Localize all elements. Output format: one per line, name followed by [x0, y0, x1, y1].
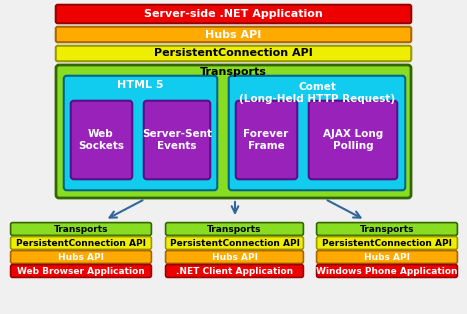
- Text: Server-side .NET Application: Server-side .NET Application: [144, 9, 323, 19]
- FancyBboxPatch shape: [11, 223, 151, 236]
- FancyBboxPatch shape: [56, 65, 411, 198]
- FancyBboxPatch shape: [229, 76, 405, 190]
- FancyBboxPatch shape: [11, 265, 151, 277]
- Text: PersistentConnection API: PersistentConnection API: [322, 239, 452, 247]
- FancyBboxPatch shape: [317, 223, 457, 236]
- Text: Hubs API: Hubs API: [364, 252, 410, 262]
- Text: Hubs API: Hubs API: [205, 30, 262, 40]
- FancyBboxPatch shape: [11, 237, 151, 249]
- FancyBboxPatch shape: [309, 101, 397, 179]
- Text: Web
Sockets: Web Sockets: [78, 129, 124, 151]
- Text: PersistentConnection API: PersistentConnection API: [170, 239, 299, 247]
- FancyBboxPatch shape: [144, 101, 210, 179]
- Text: Transports: Transports: [200, 67, 267, 77]
- FancyBboxPatch shape: [236, 101, 297, 179]
- FancyBboxPatch shape: [166, 251, 304, 263]
- Text: PersistentConnection API: PersistentConnection API: [16, 239, 146, 247]
- FancyBboxPatch shape: [166, 237, 304, 249]
- FancyBboxPatch shape: [317, 265, 457, 277]
- Text: PersistentConnection API: PersistentConnection API: [154, 48, 313, 58]
- Text: .NET Client Application: .NET Client Application: [176, 267, 293, 275]
- Text: Server-Sent
Events: Server-Sent Events: [142, 129, 212, 151]
- FancyBboxPatch shape: [166, 223, 304, 236]
- Text: Transports: Transports: [360, 225, 414, 234]
- Text: Transports: Transports: [54, 225, 108, 234]
- FancyBboxPatch shape: [11, 251, 151, 263]
- FancyBboxPatch shape: [56, 5, 411, 23]
- FancyBboxPatch shape: [166, 265, 304, 277]
- Text: AJAX Long
Polling: AJAX Long Polling: [323, 129, 383, 151]
- Text: Transports: Transports: [207, 225, 262, 234]
- FancyBboxPatch shape: [317, 251, 457, 263]
- Text: Hubs API: Hubs API: [58, 252, 104, 262]
- FancyBboxPatch shape: [56, 46, 411, 61]
- FancyBboxPatch shape: [64, 76, 217, 190]
- Text: Web Browser Application: Web Browser Application: [17, 267, 145, 275]
- Text: HTML 5: HTML 5: [117, 80, 164, 90]
- Text: Forever
Frame: Forever Frame: [243, 129, 289, 151]
- FancyBboxPatch shape: [71, 101, 132, 179]
- Text: Hubs API: Hubs API: [212, 252, 257, 262]
- FancyBboxPatch shape: [317, 237, 457, 249]
- FancyBboxPatch shape: [56, 27, 411, 42]
- Text: Windows Phone Application: Windows Phone Application: [316, 267, 458, 275]
- Text: Comet
(Long-Held HTTP Request): Comet (Long-Held HTTP Request): [239, 82, 395, 104]
